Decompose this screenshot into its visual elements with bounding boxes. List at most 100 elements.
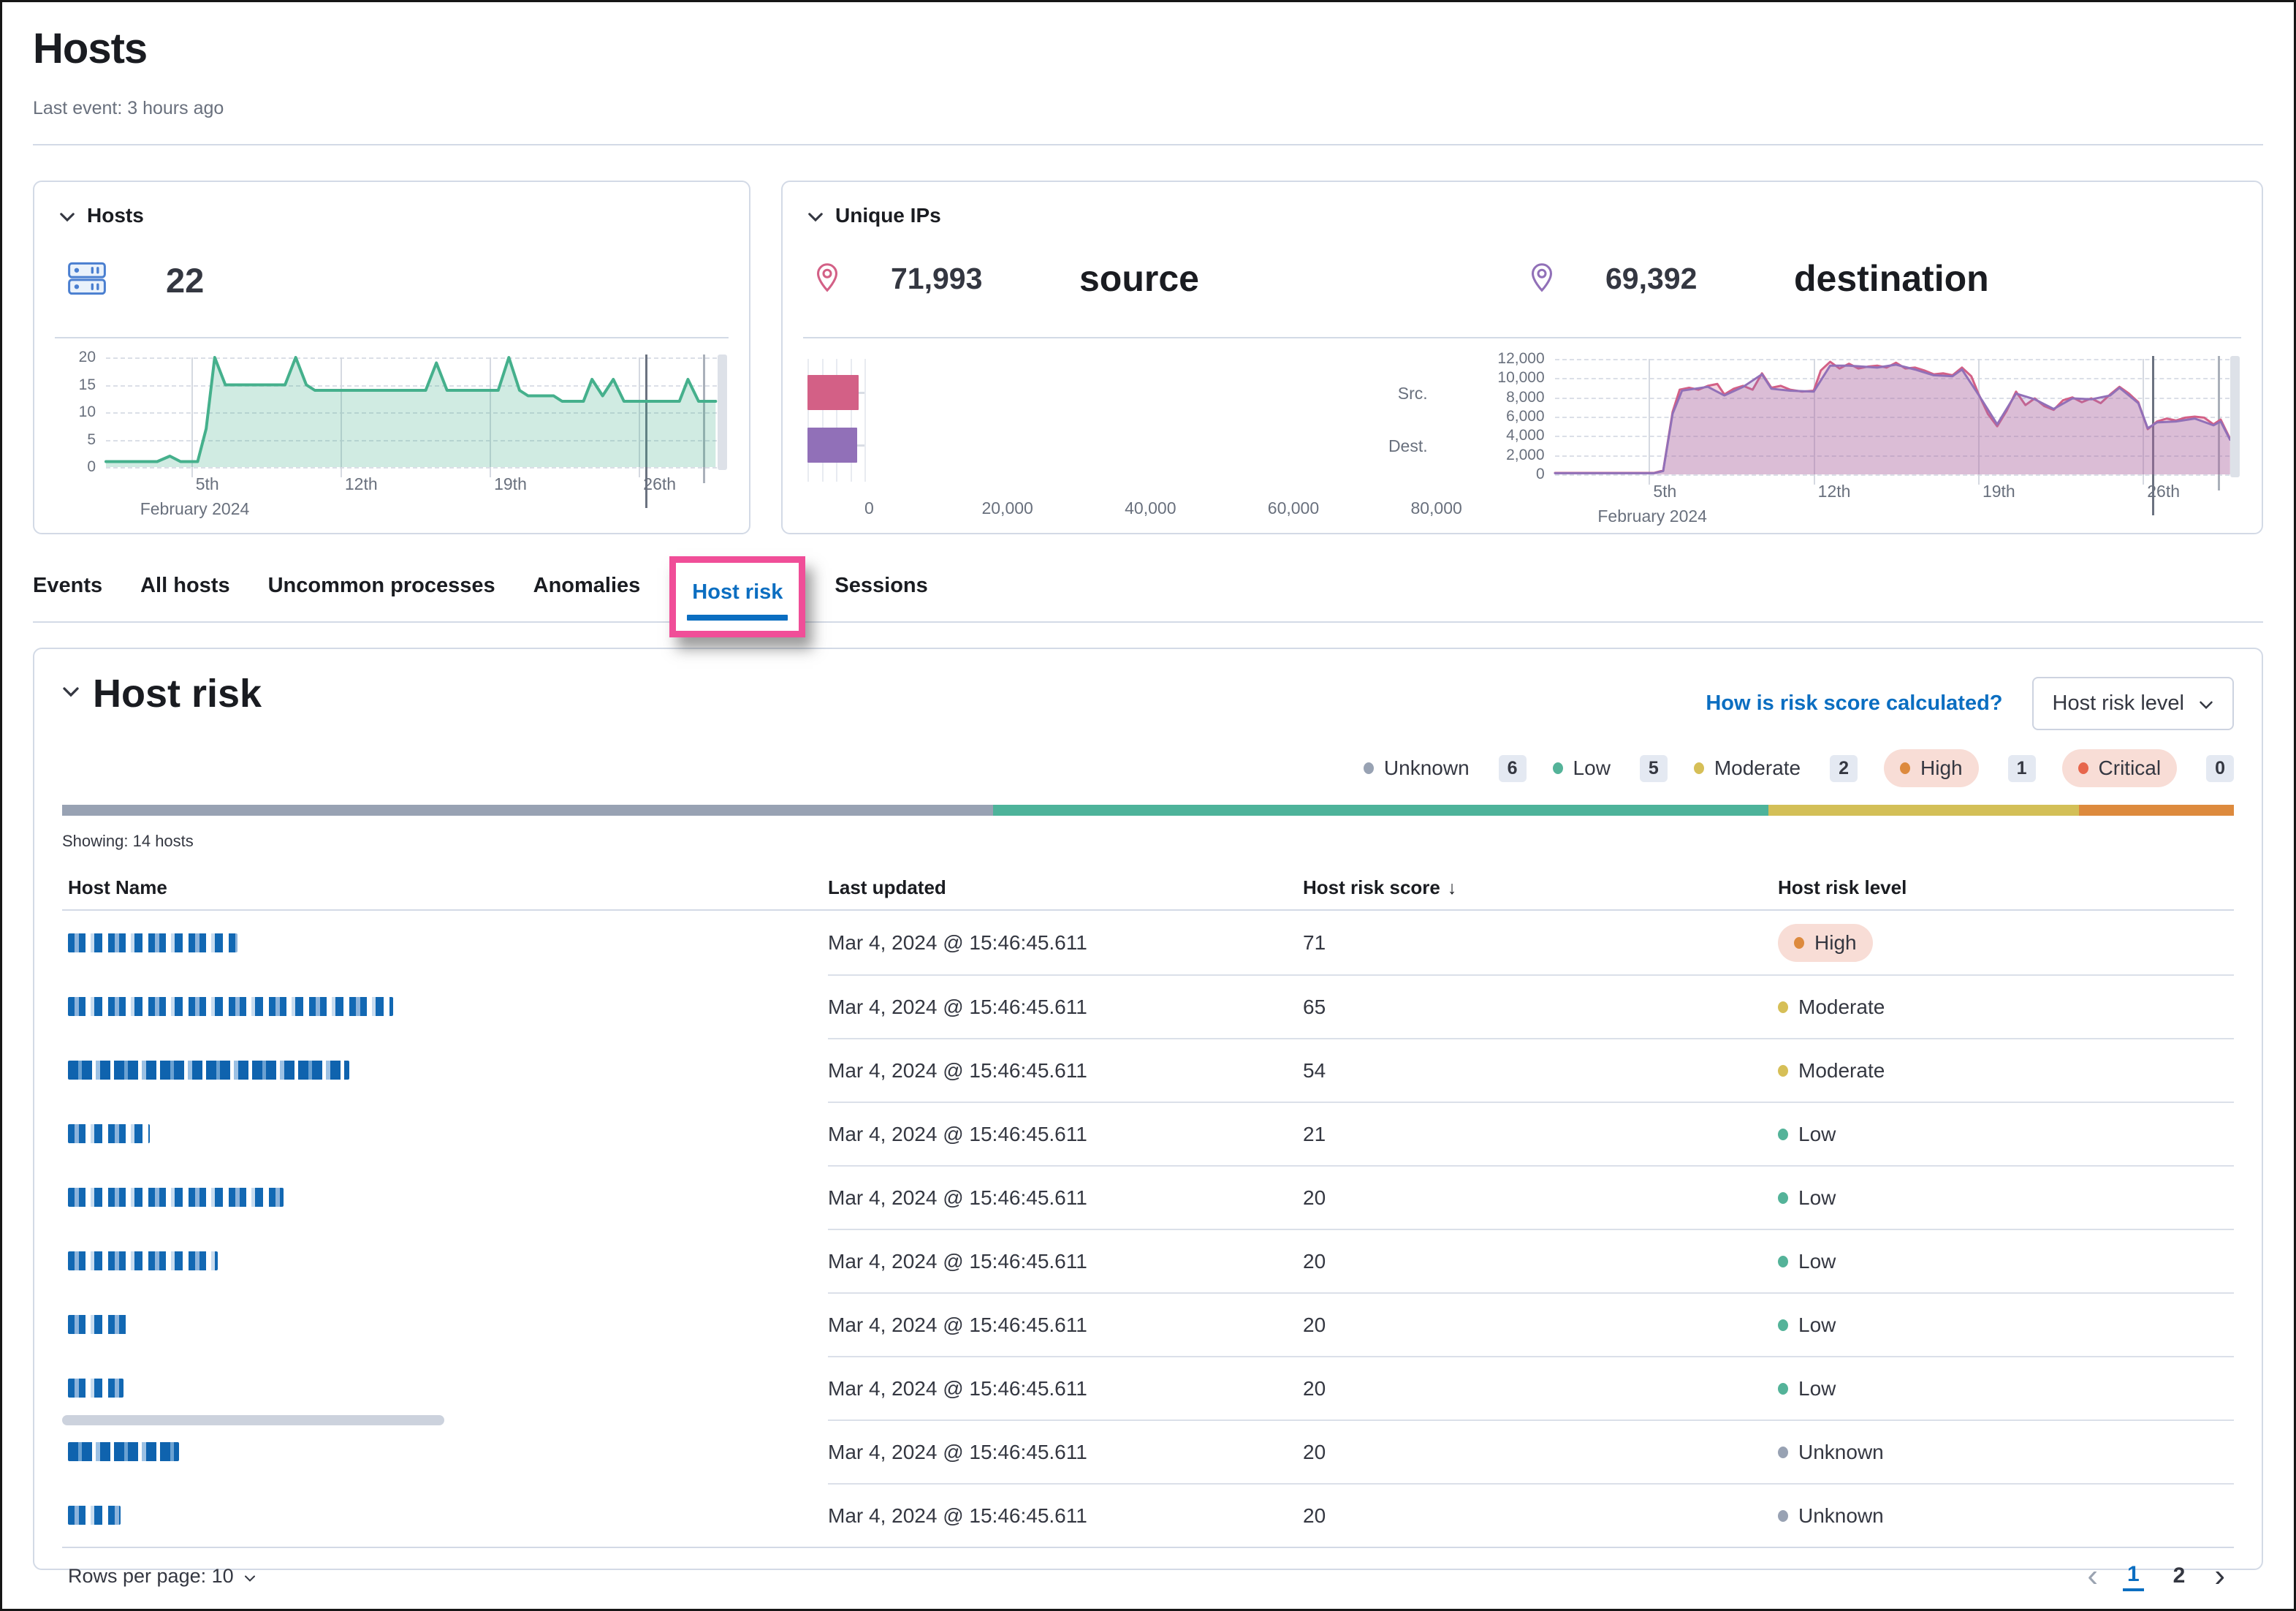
risk-level-cell: High	[1778, 911, 2234, 974]
host-name-link[interactable]	[68, 1314, 128, 1334]
tab-all-hosts[interactable]: All hosts	[140, 574, 229, 621]
risk-score-cell: 65	[1303, 974, 1778, 1038]
risk-dot-icon	[1778, 1255, 1788, 1267]
map-pin-icon	[1525, 260, 1559, 297]
table-row: Mar 4, 2024 @ 15:46:45.611 20 Low	[62, 1165, 2234, 1229]
column-host-risk-score[interactable]: Host risk score ↓	[1303, 876, 1457, 898]
host-risk-level-filter-button[interactable]: Host risk level	[2031, 677, 2234, 730]
kpi-row: Hosts 22	[33, 181, 2263, 534]
column-host-name: Host Name	[68, 876, 167, 898]
source-kpi: 71,993 source	[807, 246, 1522, 311]
destination-label: destination	[1794, 258, 1989, 299]
risk-score-help-link[interactable]: How is risk score calculated?	[1706, 691, 2003, 715]
legend-item-low: Low	[1552, 757, 1611, 780]
tab-uncommon-processes[interactable]: Uncommon processes	[268, 574, 495, 621]
page-title: Hosts	[33, 25, 148, 72]
risk-score-cell: 20	[1303, 1483, 1778, 1547]
risk-dot-icon	[1778, 1319, 1788, 1331]
risk-score-cell: 20	[1303, 1419, 1778, 1483]
tab-label: Anomalies	[533, 574, 641, 597]
host-name-link[interactable]	[68, 1505, 121, 1525]
page-number-1[interactable]: 1	[2122, 1561, 2144, 1591]
panel-divider	[55, 337, 729, 338]
chevron-left-icon[interactable]: ‹	[2087, 1558, 2098, 1593]
risk-distribution-segment-moderate	[1768, 805, 2079, 816]
risk-dot-icon	[1552, 762, 1563, 774]
legend-item-high: High	[1884, 749, 1979, 787]
host-name-link[interactable]	[68, 1060, 349, 1080]
table-row: Mar 4, 2024 @ 15:46:45.611 20 Unknown	[62, 1419, 2234, 1483]
host-name-link[interactable]	[68, 1441, 179, 1461]
risk-dot-icon	[2078, 762, 2088, 774]
storage-icon	[65, 257, 109, 304]
bar-src	[807, 375, 859, 410]
table-row: Mar 4, 2024 @ 15:46:45.611 20 Low	[62, 1292, 2234, 1356]
last-updated-cell: Mar 4, 2024 @ 15:46:45.611	[828, 974, 1303, 1038]
table-header-row: Host Name Last updated Host risk score ↓ …	[62, 865, 2234, 911]
host-name-link[interactable]	[68, 1123, 150, 1143]
tab-sessions[interactable]: Sessions	[835, 574, 927, 621]
chevron-down-icon	[244, 1565, 256, 1588]
host-name-link[interactable]	[68, 1378, 123, 1398]
hosts-tabs: Events All hosts Uncommon processes Anomali…	[33, 556, 2263, 637]
risk-score-cell: 20	[1303, 1356, 1778, 1419]
table-footer: Rows per page: 10 ‹ 1 2 ›	[62, 1547, 2234, 1604]
table-row: Mar 4, 2024 @ 15:46:45.611 20 Low	[62, 1356, 2234, 1425]
tab-host-risk[interactable]: Host risk	[669, 556, 806, 637]
bar-label: Dest.	[1388, 436, 1428, 455]
last-updated-cell: Mar 4, 2024 @ 15:46:45.611	[828, 1102, 1303, 1165]
risk-dot-icon	[1778, 1446, 1788, 1458]
legend-count-badge: 1	[2007, 754, 2036, 782]
hosts-area-chart: 0 5 10 15 20 5th 12th 19th 26th February 2024	[59, 349, 727, 524]
tab-events[interactable]: Events	[33, 574, 102, 621]
legend-count-badge: 2	[1830, 754, 1858, 782]
column-last-updated: Last updated	[828, 876, 946, 898]
risk-dot-icon	[1778, 1001, 1788, 1013]
chevron-right-icon[interactable]: ›	[2214, 1558, 2225, 1593]
host-name-link[interactable]	[68, 996, 393, 1016]
host-risk-table: Host Name Last updated Host risk score ↓ …	[62, 865, 2234, 1604]
active-tab-underline	[687, 615, 788, 621]
legend-count-badge: 5	[1639, 754, 1668, 782]
risk-level-cell: Low	[1778, 1165, 2234, 1229]
column-host-risk-level: Host risk level	[1778, 876, 1907, 898]
tab-label: Uncommon processes	[267, 574, 495, 597]
tab-label: Sessions	[835, 574, 928, 597]
pagination: ‹ 1 2 ›	[2087, 1560, 2234, 1592]
risk-dot-icon	[1778, 1509, 1788, 1522]
hosts-panel-title: Hosts	[87, 204, 144, 227]
tab-label: Events	[33, 574, 103, 597]
chart-scrollbar[interactable]	[718, 355, 727, 470]
chevron-down-icon[interactable]	[62, 686, 80, 701]
destination-count: 69,392	[1605, 261, 1698, 295]
rows-per-page-button[interactable]: Rows per page: 10	[62, 1565, 256, 1588]
risk-level-badge: High	[1778, 923, 1873, 962]
risk-dot-icon	[1778, 1191, 1788, 1204]
risk-dot-icon	[1778, 1064, 1788, 1077]
legend-count-badge: 0	[2206, 754, 2234, 782]
source-label: source	[1079, 258, 1199, 299]
table-row: Mar 4, 2024 @ 15:46:45.611 54 Moderate	[62, 1038, 2234, 1102]
horizontal-scrollbar[interactable]	[62, 1415, 444, 1425]
risk-level-cell: Low	[1778, 1292, 2234, 1356]
risk-level-cell: Moderate	[1778, 1038, 2234, 1102]
risk-level-cell: Unknown	[1778, 1419, 2234, 1483]
risk-level-cell: Low	[1778, 1229, 2234, 1292]
risk-distribution-segment-low	[992, 805, 1769, 816]
host-name-link[interactable]	[68, 1251, 218, 1270]
host-name-link[interactable]	[68, 933, 237, 952]
host-name-link[interactable]	[68, 1187, 284, 1207]
page-number-2[interactable]: 2	[2173, 1563, 2186, 1588]
risk-dot-icon	[1778, 1128, 1788, 1140]
chevron-down-icon[interactable]	[59, 204, 75, 227]
tab-anomalies[interactable]: Anomalies	[533, 574, 641, 621]
chevron-down-icon[interactable]	[807, 204, 824, 227]
last-updated-cell: Mar 4, 2024 @ 15:46:45.611	[828, 1483, 1303, 1547]
chart-scrollbar[interactable]	[2230, 356, 2240, 477]
unique-ips-panel-title: Unique IPs	[835, 204, 941, 227]
host-risk-panel: Host risk How is risk score calculated? …	[33, 648, 2263, 1592]
last-updated-cell: Mar 4, 2024 @ 15:46:45.611	[828, 930, 1087, 954]
risk-distribution-segment-high	[2078, 805, 2234, 816]
risk-level-cell: Low	[1778, 1102, 2234, 1165]
risk-level-cell: Low	[1778, 1356, 2234, 1419]
